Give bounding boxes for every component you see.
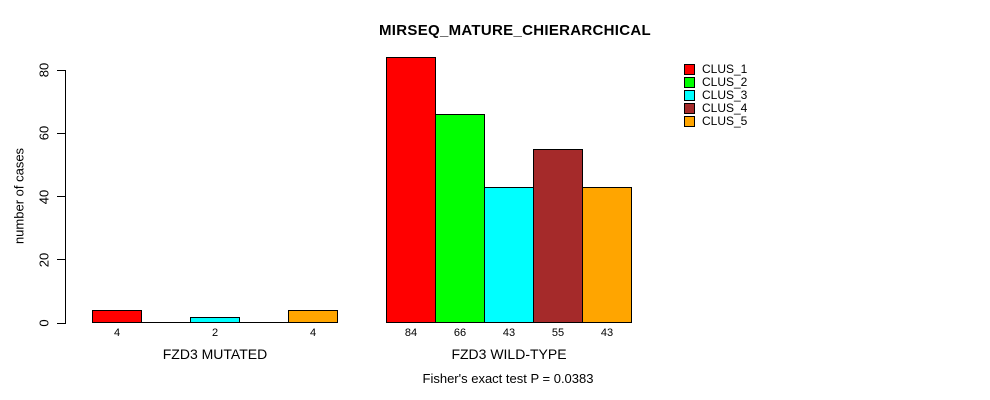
bar-value-label: 4	[113, 327, 121, 339]
legend-item-clus_5: CLUS_5	[684, 115, 747, 127]
bar-clus_5-mutated	[288, 310, 338, 323]
legend-label: CLUS_3	[702, 88, 748, 102]
y-tick	[57, 132, 65, 134]
bar-value-label: 66	[453, 327, 467, 339]
legend-label: CLUS_1	[702, 62, 748, 76]
legend-item-clus_4: CLUS_4	[684, 102, 747, 114]
y-tick-label: 40	[36, 189, 52, 204]
chart-title: MIRSEQ_MATURE_CHIERARCHICAL	[379, 22, 651, 39]
legend-item-clus_2: CLUS_2	[684, 76, 747, 88]
bar-value-label: 4	[309, 327, 317, 339]
legend-label: CLUS_2	[702, 75, 748, 89]
legend-label: CLUS_5	[702, 114, 748, 128]
y-tick	[57, 69, 65, 71]
legend-item-clus_3: CLUS_3	[684, 89, 747, 101]
legend: CLUS_1 CLUS_2 CLUS_3 CLUS_4 CLUS_5	[684, 63, 747, 127]
legend-swatch-icon	[684, 115, 695, 127]
bar-clus_2-wildtype	[435, 114, 485, 323]
bar-value-label: 43	[600, 327, 614, 339]
bar-clus_1-mutated	[92, 310, 142, 323]
bar-clus_3-mutated	[190, 317, 240, 323]
group-label-mutated: FZD3 MUTATED	[162, 346, 268, 362]
bar-value-label: 55	[551, 327, 565, 339]
legend-swatch-icon	[684, 76, 695, 88]
bar-clus_4-mutated	[239, 322, 289, 323]
legend-swatch-icon	[684, 102, 695, 114]
legend-swatch-icon	[684, 89, 695, 101]
y-tick	[57, 322, 65, 324]
y-tick-label: 60	[36, 126, 52, 141]
bar-clus_4-wildtype	[533, 149, 583, 323]
bar-value-label: 43	[502, 327, 516, 339]
bar-clus_1-wildtype	[386, 57, 436, 323]
y-tick	[57, 196, 65, 197]
group-label-wildtype: FZD3 WILD-TYPE	[451, 346, 567, 362]
y-tick	[57, 259, 65, 261]
bar-clus_5-wildtype	[582, 187, 632, 323]
legend-swatch-icon	[684, 63, 695, 75]
bar-value-label: 84	[404, 327, 418, 339]
y-axis-line	[65, 70, 66, 324]
bar-value-label: 2	[211, 327, 219, 339]
bar-clus_2-mutated	[141, 322, 191, 323]
bar-clus_3-wildtype	[484, 187, 534, 323]
y-tick-label: 0	[36, 319, 52, 327]
y-tick-label: 80	[36, 62, 52, 78]
legend-item-clus_1: CLUS_1	[684, 63, 747, 75]
legend-label: CLUS_4	[702, 101, 748, 115]
y-tick-label: 20	[36, 252, 52, 267]
y-axis-label: number of cases	[11, 147, 27, 245]
caption-pvalue: Fisher's exact test P = 0.0383	[422, 371, 594, 386]
